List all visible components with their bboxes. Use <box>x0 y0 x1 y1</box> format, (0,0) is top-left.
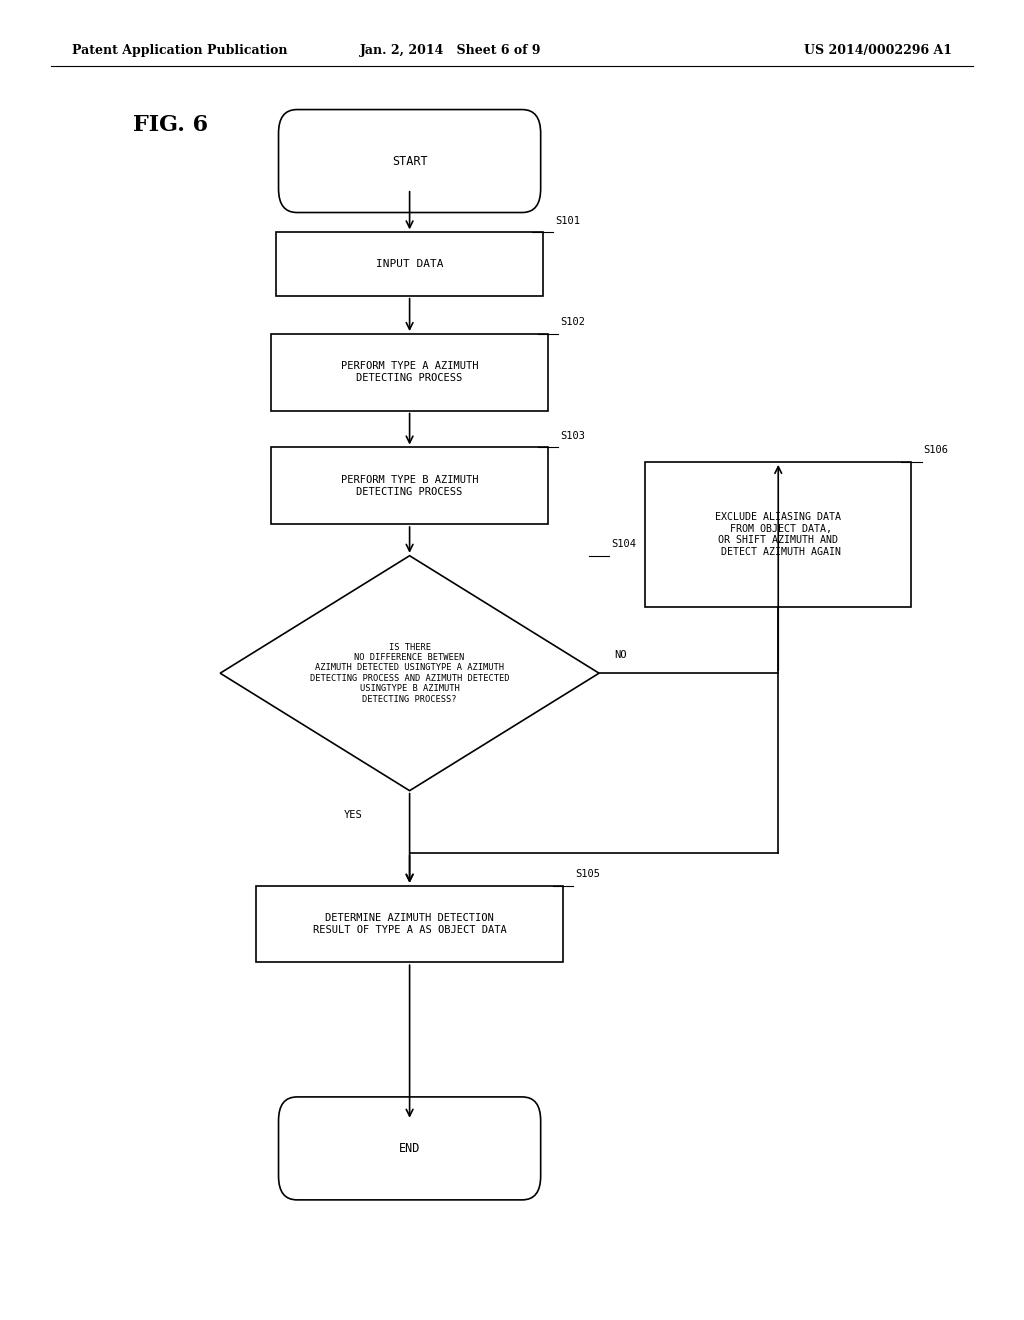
FancyBboxPatch shape <box>256 886 563 962</box>
Text: INPUT DATA: INPUT DATA <box>376 259 443 269</box>
Text: START: START <box>392 154 427 168</box>
Polygon shape <box>220 556 599 791</box>
FancyBboxPatch shape <box>279 110 541 213</box>
Text: S102: S102 <box>560 317 585 327</box>
Text: END: END <box>399 1142 420 1155</box>
Text: S104: S104 <box>611 539 636 549</box>
Text: FIG. 6: FIG. 6 <box>133 115 208 136</box>
Text: PERFORM TYPE A AZIMUTH
DETECTING PROCESS: PERFORM TYPE A AZIMUTH DETECTING PROCESS <box>341 362 478 383</box>
Text: PERFORM TYPE B AZIMUTH
DETECTING PROCESS: PERFORM TYPE B AZIMUTH DETECTING PROCESS <box>341 475 478 496</box>
FancyBboxPatch shape <box>271 334 548 411</box>
Text: S105: S105 <box>575 869 600 879</box>
Text: S101: S101 <box>555 215 580 226</box>
Text: Patent Application Publication: Patent Application Publication <box>72 44 287 57</box>
Text: Jan. 2, 2014   Sheet 6 of 9: Jan. 2, 2014 Sheet 6 of 9 <box>359 44 542 57</box>
Text: DETERMINE AZIMUTH DETECTION
RESULT OF TYPE A AS OBJECT DATA: DETERMINE AZIMUTH DETECTION RESULT OF TY… <box>312 913 507 935</box>
Text: S103: S103 <box>560 430 585 441</box>
Text: YES: YES <box>344 810 362 821</box>
Text: S106: S106 <box>924 445 948 455</box>
Text: US 2014/0002296 A1: US 2014/0002296 A1 <box>804 44 952 57</box>
Text: IS THERE
NO DIFFERENCE BETWEEN
AZIMUTH DETECTED USINGTYPE A AZIMUTH
DETECTING PR: IS THERE NO DIFFERENCE BETWEEN AZIMUTH D… <box>310 643 509 704</box>
FancyBboxPatch shape <box>276 232 543 296</box>
Text: EXCLUDE ALIASING DATA
 FROM OBJECT DATA,
OR SHIFT AZIMUTH AND
 DETECT AZIMUTH AG: EXCLUDE ALIASING DATA FROM OBJECT DATA, … <box>715 512 842 557</box>
FancyBboxPatch shape <box>271 447 548 524</box>
FancyBboxPatch shape <box>645 462 911 607</box>
FancyBboxPatch shape <box>279 1097 541 1200</box>
Text: NO: NO <box>614 649 627 660</box>
